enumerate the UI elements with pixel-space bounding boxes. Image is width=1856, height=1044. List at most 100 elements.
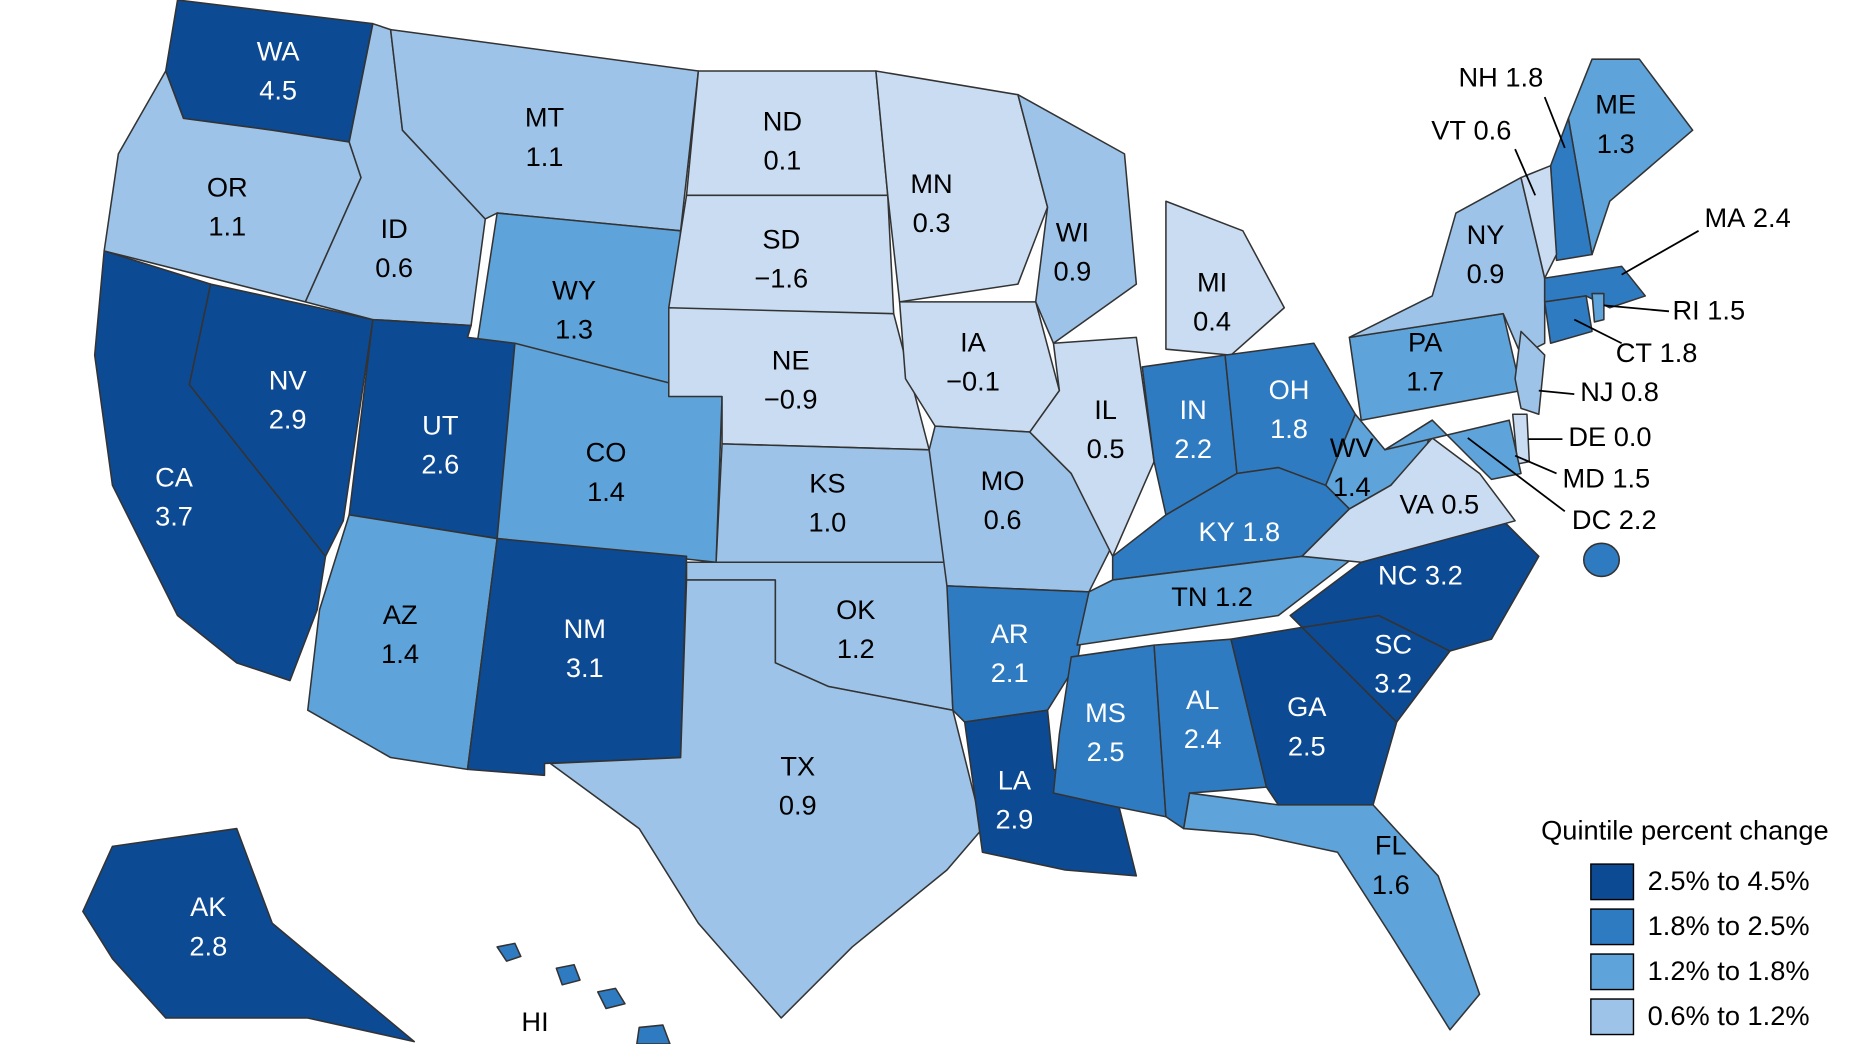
legend: Quintile percent change 2.5% to 4.5% 1.8%… [1541, 814, 1829, 1036]
state-abbr: TN [1171, 581, 1207, 612]
state-label: AZ [383, 599, 418, 630]
value-label: 0.4 [1193, 305, 1231, 336]
state-label: SD [762, 224, 800, 255]
value-label: 0.6 [984, 504, 1022, 535]
state [1182, 792, 1481, 1031]
value-label: 3.1 [566, 652, 604, 683]
value-label: 3.2 [1374, 668, 1412, 699]
state-label: RI 1.5 [1673, 295, 1746, 326]
state-label: ND [763, 105, 802, 136]
state-label: AK [190, 891, 226, 922]
leader-line [1514, 148, 1537, 196]
value-label: 1.1 [526, 141, 564, 172]
value-label: 1.2 [837, 633, 875, 664]
value-label: 3.2 [1425, 560, 1463, 591]
state-label: NY [1467, 219, 1505, 250]
state [466, 537, 688, 777]
state-abbr: DE [1568, 421, 1606, 452]
value-label: 0.3 [913, 207, 951, 238]
value-label: 1.3 [555, 314, 593, 345]
state-label: AL [1186, 684, 1219, 715]
state [1348, 176, 1546, 356]
state-label: MA 2.4 [1704, 202, 1790, 233]
state [1384, 419, 1522, 481]
leader-line [1538, 389, 1575, 396]
state [963, 709, 1138, 877]
value-label: 1.5 [1707, 295, 1745, 326]
state-label: KS [809, 467, 845, 498]
state-label: OK [836, 594, 875, 625]
state-label: HI [521, 1006, 548, 1037]
value-label: −0.1 [946, 366, 1000, 397]
state [1514, 330, 1546, 416]
leader-line [1621, 230, 1700, 276]
value-label: 1.1 [208, 211, 246, 242]
value-label: 1.8 [1505, 61, 1543, 92]
legend-swatch [1590, 908, 1635, 946]
value-label: −0.9 [764, 383, 818, 414]
value-label: 1.8 [1660, 337, 1698, 368]
state-label: CO [586, 437, 627, 468]
states [82, 0, 1694, 1044]
value-label: 2.9 [269, 404, 307, 435]
state [1165, 200, 1286, 356]
state-label: AR [991, 618, 1029, 649]
state [82, 827, 416, 1043]
state-label: NV [269, 365, 308, 396]
state-abbr: VA [1399, 489, 1434, 520]
value-label: 1.2 [1215, 581, 1253, 612]
state-label: VT 0.6 [1431, 115, 1511, 146]
state-label: WI [1056, 217, 1089, 248]
state [1582, 542, 1621, 578]
state-label: MD 1.5 [1562, 463, 1650, 494]
legend-swatch [1590, 863, 1635, 901]
value-label: 0.1 [763, 144, 801, 175]
state [1591, 292, 1605, 323]
value-label: 2.5 [1288, 730, 1326, 761]
state-label: GA [1287, 691, 1327, 722]
leader-line [1573, 318, 1623, 345]
state-label: TX [780, 750, 815, 781]
state-abbr: NJ [1580, 376, 1613, 407]
value-label: 1.6 [1372, 869, 1410, 900]
value-label: 3.7 [155, 501, 193, 532]
value-label: 1.4 [587, 476, 625, 507]
state-label: SC [1374, 628, 1412, 659]
state [668, 194, 895, 321]
value-label: 0.9 [779, 789, 817, 820]
state-label: PA [1408, 327, 1443, 358]
value-label: 2.6 [421, 449, 459, 480]
state-label: MS [1085, 697, 1126, 728]
state-abbr: VT [1431, 115, 1466, 146]
state-label: MN [910, 168, 952, 199]
state-label: IL [1094, 394, 1117, 425]
state [549, 579, 984, 1019]
value-label: −1.6 [754, 263, 808, 294]
state-label: VA 0.5 [1399, 489, 1479, 520]
value-label: 2.4 [1753, 202, 1791, 233]
state-label: KY 1.8 [1198, 516, 1280, 547]
value-label: 4.5 [259, 75, 297, 106]
state-label: WY [552, 275, 596, 306]
value-label: 1.8 [1270, 413, 1308, 444]
leader-line [1467, 437, 1566, 513]
value-label: 1.3 [1597, 128, 1635, 159]
value-label: 2.8 [189, 930, 227, 961]
labels: WA 4.5 OR 1.1 CA 3.7 NV 2.9 ID 0.6 MT 1.1 WY 1.3 UT 2.6… [155, 35, 1791, 1037]
state-abbr: CT [1616, 337, 1652, 368]
legend-label: 2.5% to 4.5% [1648, 865, 1810, 896]
value-label: 2.4 [1184, 723, 1222, 754]
state-label: LA [998, 765, 1032, 796]
state [1543, 295, 1593, 345]
leader-line [1514, 454, 1557, 475]
state-abbr: NH [1459, 61, 1498, 92]
state-label: ID [381, 213, 408, 244]
state [1520, 164, 1558, 279]
state-abbr: DC [1572, 504, 1611, 535]
state-label: DE 0.0 [1568, 421, 1651, 452]
state [715, 443, 948, 564]
state [636, 1024, 671, 1044]
value-label: 2.9 [995, 804, 1033, 835]
legend-swatch [1590, 998, 1635, 1036]
